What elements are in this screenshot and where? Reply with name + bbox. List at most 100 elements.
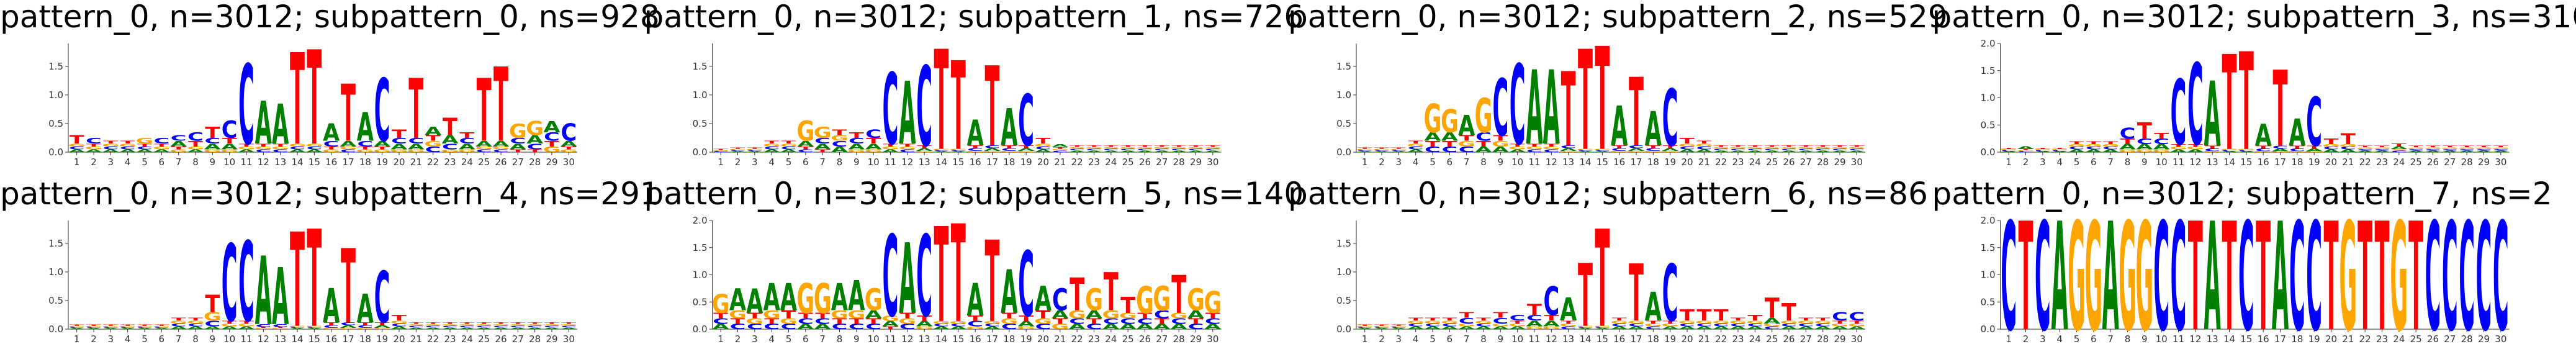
x-tick-label: 24	[2393, 157, 2405, 168]
letter: A	[492, 327, 510, 330]
letter: A	[221, 325, 238, 330]
letter: C	[1205, 148, 1221, 151]
x-tick-label: 28	[1817, 334, 1829, 345]
letter: T	[358, 322, 373, 326]
letter: G	[712, 289, 730, 320]
letter: C	[222, 116, 238, 144]
letter: A	[2340, 149, 2357, 153]
letter: C	[357, 324, 373, 329]
logo-panel: pattern_0, n=3012; subpattern_4, ns=291 0…	[0, 176, 660, 354]
letter: C	[2425, 192, 2441, 354]
letter: T	[951, 37, 966, 178]
letter: T	[1155, 317, 1169, 326]
letter: C	[238, 220, 254, 347]
letter: A	[1102, 322, 1120, 331]
letter: A	[492, 140, 510, 148]
letter: A	[1407, 325, 1425, 330]
letter: T	[1765, 293, 1780, 325]
letter: C	[323, 324, 340, 329]
x-tick-label: 19	[1020, 157, 1032, 168]
letter: G	[2186, 146, 2204, 150]
letter: G	[2339, 143, 2357, 148]
letter: G	[102, 325, 120, 327]
letter: A	[102, 328, 120, 330]
letter: A	[543, 118, 561, 136]
x-tick-label: 22	[1071, 157, 1083, 168]
letter: G	[1085, 283, 1103, 317]
letter: C	[1696, 323, 1712, 327]
letter: T	[1696, 307, 1711, 325]
x-tick-label: 24	[1749, 334, 1761, 345]
letter: T	[273, 327, 288, 329]
letter: C	[763, 322, 780, 331]
letter: T	[985, 217, 1000, 348]
y-tick-label: 1.0	[1336, 266, 1351, 278]
letter: G	[916, 151, 934, 153]
letter: G	[1457, 323, 1475, 327]
letter: C	[561, 325, 577, 328]
letter: T	[1374, 324, 1389, 326]
letter: T	[239, 320, 254, 324]
letter: C	[916, 212, 932, 343]
x-tick-label: 28	[529, 157, 541, 168]
letter: G	[102, 143, 120, 147]
letter: G	[458, 324, 476, 326]
letter: G	[745, 317, 763, 326]
x-tick-label: 5	[2074, 334, 2080, 345]
letter: T	[1561, 51, 1576, 170]
letter: G	[492, 146, 510, 150]
x-tick-label: 29	[1190, 334, 1202, 345]
letter: A	[1137, 150, 1154, 153]
letter: A	[1763, 317, 1781, 325]
x-tick-label: 21	[1698, 157, 1710, 168]
letter: C	[1086, 322, 1102, 331]
letter: T	[747, 147, 762, 149]
letter: A	[357, 287, 374, 332]
x-tick-label: 30	[1207, 157, 1218, 168]
letter: A	[187, 148, 204, 153]
letter: A	[2492, 150, 2510, 153]
letter: C	[899, 322, 916, 331]
letter: C	[2035, 150, 2051, 152]
letter: T	[2035, 148, 2050, 150]
letter: G	[796, 116, 814, 148]
letter: A	[1814, 150, 1832, 153]
letter: A	[510, 327, 527, 330]
letter: C	[2272, 145, 2289, 149]
letter: C	[2204, 148, 2220, 152]
x-tick-label: 27	[1800, 334, 1812, 345]
letter: A	[170, 325, 187, 330]
x-tick-label: 1	[718, 334, 724, 345]
letter: C	[340, 148, 356, 153]
x-tick-label: 15	[1596, 334, 1608, 345]
letter: G	[1526, 325, 1544, 330]
letter: A	[1069, 322, 1086, 331]
letter: G	[780, 317, 798, 326]
letter: A	[221, 142, 238, 151]
x-tick-label: 6	[2091, 157, 2097, 168]
letter: A	[1373, 151, 1390, 153]
y-tick-label: 2.0	[1981, 38, 1996, 49]
x-tick-label: 14	[291, 157, 303, 168]
x-tick-label: 2	[1379, 157, 1385, 168]
x-tick-label: 15	[2240, 334, 2252, 345]
x-tick-label: 12	[1546, 157, 1557, 168]
letter: A	[390, 325, 408, 330]
letter: C	[2306, 192, 2322, 354]
x-tick-label: 6	[1447, 334, 1453, 345]
letter: A	[1763, 150, 1781, 153]
letter: A	[102, 148, 120, 153]
letter: G	[729, 308, 747, 321]
letter: T	[713, 312, 728, 320]
letter: A	[1849, 325, 1866, 330]
letter: A	[2441, 150, 2459, 153]
letter: T	[1527, 301, 1542, 319]
letter: T	[1171, 145, 1186, 147]
letter: T	[1189, 317, 1204, 326]
x-tick-label: 27	[512, 334, 524, 345]
letter: A	[1441, 130, 1458, 143]
x-tick-label: 1	[1362, 334, 1368, 345]
letter: T	[443, 322, 457, 324]
x-tick-label: 18	[359, 334, 371, 345]
y-tick-label: 1.5	[1981, 242, 1996, 253]
